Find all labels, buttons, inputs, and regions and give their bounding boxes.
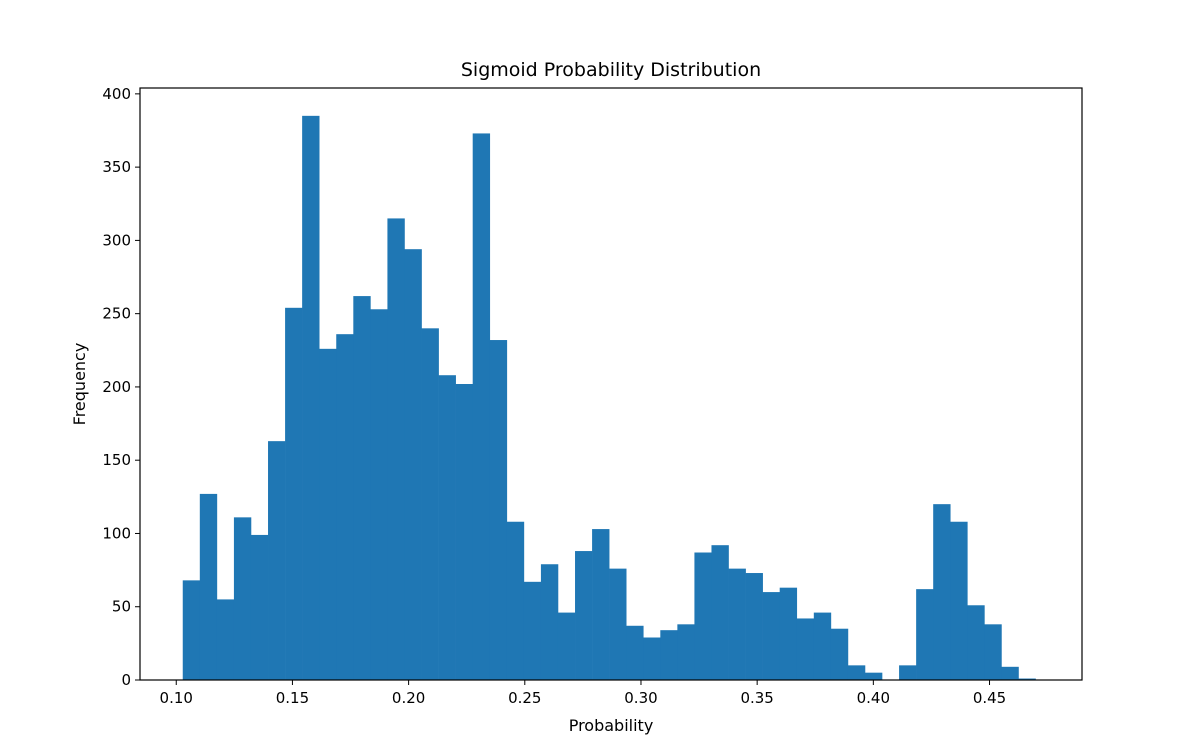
histogram-bar — [950, 521, 968, 680]
y-tick-label: 400 — [102, 85, 131, 103]
y-tick-label: 50 — [112, 598, 131, 616]
histogram-bar — [268, 441, 286, 680]
histogram-bar — [370, 309, 388, 680]
histogram-bar — [557, 612, 576, 680]
histogram-bar — [677, 624, 695, 680]
histogram-bar — [864, 672, 883, 680]
y-tick-label: 350 — [102, 158, 131, 176]
chart-title: Sigmoid Probability Distribution — [461, 59, 761, 81]
y-tick-label: 100 — [102, 524, 131, 542]
y-tick-label: 250 — [102, 305, 131, 323]
x-tick-label: 0.15 — [276, 689, 309, 707]
y-tick-label: 300 — [102, 231, 131, 249]
histogram-bar — [455, 384, 473, 680]
histogram-bar — [813, 612, 832, 680]
histogram-bar — [830, 628, 849, 680]
histogram-bar — [438, 375, 456, 680]
histogram-bar — [779, 587, 798, 680]
histogram-bar — [250, 534, 269, 680]
histogram-bar — [182, 580, 201, 680]
histogram-bar — [575, 551, 593, 680]
histogram-bar — [609, 568, 627, 680]
histogram-bar — [199, 493, 218, 680]
histogram-bar — [421, 328, 439, 680]
histogram-bar — [796, 618, 815, 680]
histogram-bar — [506, 521, 525, 680]
histogram-bar — [216, 599, 235, 680]
histogram-bar — [1018, 678, 1036, 680]
x-tick-label: 0.10 — [160, 689, 193, 707]
plot-frame — [139, 87, 1083, 681]
histogram-bar — [728, 568, 746, 680]
histogram-bar — [660, 630, 678, 680]
histogram-bar — [711, 545, 729, 680]
histogram-bar — [967, 605, 985, 680]
histogram-bar — [302, 115, 320, 681]
histogram-bar — [285, 307, 303, 680]
histogram-bar — [847, 665, 866, 680]
y-tick-label: 150 — [102, 451, 131, 469]
x-ticks-group: 0.10 0.15 0.20 0.25 0.30 0.35 0.40 0.45 — [160, 680, 1006, 707]
histogram-bar — [592, 529, 610, 680]
histogram-bar — [404, 249, 422, 680]
histogram-bar — [762, 592, 780, 680]
histogram-bar — [626, 625, 644, 680]
histogram-bar — [916, 589, 934, 680]
y-axis-label: Frequency — [70, 343, 89, 426]
histogram-bar — [933, 504, 951, 680]
histogram-bar — [336, 334, 354, 680]
histogram-bar — [540, 564, 559, 680]
y-tick-label: 200 — [102, 378, 131, 396]
histogram-bar — [899, 665, 917, 680]
histogram-bar — [472, 133, 491, 680]
histogram-bar — [387, 218, 405, 681]
histogram-bar — [1001, 666, 1019, 680]
histogram-bar — [523, 581, 542, 680]
histogram-bar — [233, 517, 252, 680]
x-tick-label: 0.30 — [624, 689, 657, 707]
histogram-bar — [489, 340, 508, 680]
x-axis-label: Probability — [569, 716, 654, 735]
x-tick-label: 0.20 — [392, 689, 425, 707]
x-tick-label: 0.45 — [973, 689, 1006, 707]
bars-group — [182, 115, 1036, 681]
histogram-bar — [353, 296, 371, 680]
histogram-bar — [745, 573, 763, 680]
y-ticks-group: 0 50 100 150 200 250 300 350 400 — [102, 85, 140, 689]
x-tick-label: 0.40 — [857, 689, 890, 707]
histogram-bar — [984, 624, 1002, 680]
histogram-bar — [694, 552, 712, 680]
y-tick-label: 0 — [121, 671, 131, 689]
x-tick-label: 0.25 — [508, 689, 541, 707]
histogram-bar — [319, 348, 337, 680]
histogram-bar — [643, 637, 661, 680]
x-tick-label: 0.35 — [740, 689, 773, 707]
